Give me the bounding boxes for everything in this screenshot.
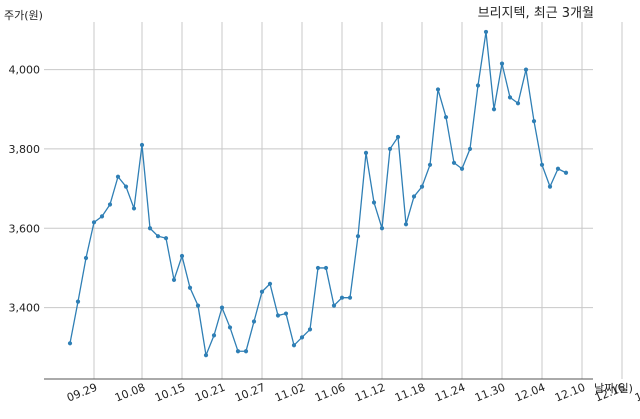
x-tick-label: 12.04 (513, 381, 547, 405)
data-point (475, 83, 481, 88)
data-point (299, 335, 305, 340)
data-point (555, 166, 561, 171)
x-tick-label: 11.12 (353, 381, 387, 405)
data-point (67, 341, 73, 346)
y-tick-label: 3,600 (9, 222, 41, 235)
data-points (67, 29, 569, 358)
x-tick-label: 11.02 (273, 381, 307, 405)
y-axis-label: 주가(원) (4, 9, 43, 22)
data-point (371, 200, 377, 205)
data-point (267, 281, 273, 286)
x-tick-label: 10.08 (113, 381, 147, 405)
data-point (523, 67, 529, 72)
data-point (427, 162, 433, 167)
data-point (123, 184, 129, 189)
grid (44, 22, 623, 379)
data-point (539, 162, 545, 167)
data-point (491, 107, 497, 112)
data-point (219, 305, 225, 310)
data-point (251, 319, 257, 324)
data-point (515, 101, 521, 106)
data-point (243, 349, 249, 354)
data-point (147, 226, 153, 231)
data-point (387, 146, 393, 152)
data-point (403, 222, 409, 227)
data-point (115, 174, 121, 179)
data-point (235, 349, 241, 354)
data-point (331, 303, 337, 308)
data-point (307, 327, 313, 332)
data-point (91, 220, 97, 225)
data-point (347, 295, 353, 300)
data-point (155, 234, 161, 239)
data-point (107, 202, 113, 207)
data-point (483, 29, 489, 35)
data-point (275, 313, 281, 318)
data-point (203, 353, 209, 358)
data-point (75, 299, 81, 304)
data-point (131, 206, 137, 211)
data-point (315, 265, 321, 271)
data-point (83, 255, 89, 261)
data-point (171, 277, 177, 282)
data-point (195, 303, 201, 308)
data-point (531, 119, 537, 124)
x-tick-label: 12.22 (633, 381, 640, 405)
x-tick-label: 10.15 (153, 381, 187, 405)
data-point (355, 234, 361, 239)
data-point (227, 325, 233, 330)
series-line (69, 31, 567, 358)
x-tick-label: 09.29 (65, 381, 99, 405)
data-point (259, 289, 265, 294)
data-point (563, 170, 569, 175)
data-point (451, 160, 457, 165)
data-point (323, 265, 329, 271)
data-point (163, 236, 169, 241)
data-point (187, 285, 193, 290)
x-tick-label: 12.10 (553, 381, 587, 405)
data-point (459, 166, 465, 171)
y-tick-label: 3,800 (9, 143, 41, 156)
data-point (499, 61, 505, 66)
data-point (547, 184, 553, 189)
data-point (99, 214, 105, 219)
chart-title: 브리지텍, 최근 3개월 (478, 6, 594, 21)
y-axis-ticks: 3,400 3,600 3,800 4,000 (9, 64, 41, 315)
data-point (379, 226, 385, 231)
x-tick-label: 11.06 (313, 381, 347, 405)
data-point (507, 95, 513, 100)
data-point (339, 295, 345, 300)
y-tick-label: 4,000 (9, 64, 41, 77)
data-point (179, 253, 185, 259)
data-point (435, 87, 441, 92)
data-point (419, 184, 425, 189)
x-tick-label: 10.27 (233, 381, 267, 405)
x-tick-label: 11.18 (393, 381, 427, 405)
x-axis-label: 날짜(일) (594, 381, 633, 395)
data-point (443, 115, 449, 120)
x-axis-ticks: 09.29 10.08 10.15 10.21 10.27 11.02 11.06 11.12… (65, 381, 640, 405)
data-point (283, 311, 289, 316)
x-tick-label: 10.21 (193, 381, 227, 405)
data-point (363, 150, 369, 155)
x-tick-label: 11.24 (433, 381, 467, 405)
y-tick-label: 3,400 (9, 302, 41, 315)
data-point (411, 194, 417, 199)
data-point (211, 333, 217, 338)
data-point (291, 343, 297, 348)
data-point (139, 142, 145, 148)
x-tick-label: 11.30 (473, 381, 507, 405)
data-point (467, 146, 473, 152)
data-point (395, 134, 401, 140)
